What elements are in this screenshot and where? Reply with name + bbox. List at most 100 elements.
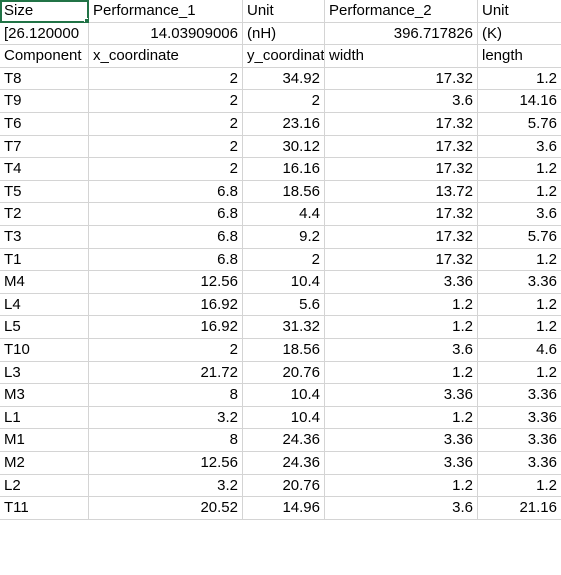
table-cell[interactable]: 3.36 xyxy=(325,452,478,475)
table-cell[interactable]: 3.36 xyxy=(325,384,478,407)
table-cell[interactable]: 5.76 xyxy=(478,113,561,136)
table-cell[interactable]: 20.52 xyxy=(89,497,243,520)
table-cell[interactable]: 3.6 xyxy=(325,339,478,362)
table-cell[interactable]: 30.12 xyxy=(243,135,325,159)
table-cell[interactable]: 24.36 xyxy=(243,429,325,452)
table-cell[interactable]: M3 xyxy=(0,384,89,407)
table-cell[interactable]: length xyxy=(478,45,561,68)
table-cell[interactable]: 2 xyxy=(89,135,243,159)
table-cell[interactable]: 1.2 xyxy=(478,158,561,181)
table-cell[interactable]: 6.8 xyxy=(89,180,243,204)
table-cell[interactable]: T6 xyxy=(0,113,89,136)
table-cell[interactable]: 10.4 xyxy=(243,406,325,430)
table-cell[interactable]: 3.36 xyxy=(325,429,478,452)
table-cell[interactable]: 2 xyxy=(89,339,243,362)
table-cell[interactable]: (K) xyxy=(478,23,561,46)
table-cell[interactable]: 17.32 xyxy=(325,203,478,226)
table-cell[interactable]: x_coordinate xyxy=(89,45,243,68)
table-cell[interactable]: 16.16 xyxy=(243,158,325,181)
table-cell[interactable]: 2 xyxy=(89,113,243,136)
table-cell[interactable]: 9.2 xyxy=(243,226,325,249)
table-cell[interactable]: T2 xyxy=(0,203,89,226)
table-cell[interactable]: 3.36 xyxy=(478,271,561,294)
table-cell[interactable]: 17.32 xyxy=(325,226,478,249)
table-cell[interactable]: 3.36 xyxy=(325,271,478,294)
table-cell[interactable]: 17.32 xyxy=(325,158,478,181)
table-cell[interactable]: 17.32 xyxy=(325,248,478,272)
table-cell[interactable]: 1.2 xyxy=(478,181,561,204)
table-cell[interactable]: 17.32 xyxy=(325,67,478,91)
table-cell[interactable]: 12.56 xyxy=(89,271,243,294)
table-cell[interactable]: L3 xyxy=(0,361,89,385)
table-cell[interactable]: T10 xyxy=(0,339,89,362)
table-cell[interactable]: 16.92 xyxy=(89,316,243,339)
table-cell[interactable]: L5 xyxy=(0,316,89,339)
table-cell[interactable]: T5 xyxy=(0,180,89,204)
table-cell[interactable]: 17.32 xyxy=(325,135,478,159)
table-cell[interactable]: 3.6 xyxy=(478,136,561,159)
table-cell[interactable]: 1.2 xyxy=(478,316,561,339)
table-cell[interactable]: 24.36 xyxy=(243,452,325,475)
table-cell[interactable]: 1.2 xyxy=(478,68,561,91)
table-cell[interactable]: T11 xyxy=(0,497,89,520)
table-cell[interactable]: M4 xyxy=(0,271,89,294)
table-cell[interactable]: [26.120000 xyxy=(0,22,89,46)
table-cell[interactable]: 1.2 xyxy=(325,474,478,498)
table-cell[interactable]: 10.4 xyxy=(243,384,325,407)
table-cell[interactable]: y_coordinate xyxy=(243,45,325,68)
table-cell[interactable]: 18.56 xyxy=(243,180,325,204)
table-cell[interactable]: 5.76 xyxy=(478,226,561,249)
table-cell[interactable]: 21.72 xyxy=(89,361,243,385)
table-cell[interactable]: Performance_1 xyxy=(89,0,243,23)
table-cell[interactable]: 2 xyxy=(89,90,243,113)
table-cell[interactable]: 6.8 xyxy=(89,203,243,226)
table-cell[interactable]: 8 xyxy=(89,384,243,407)
table-cell[interactable]: M1 xyxy=(0,429,89,452)
table-cell[interactable]: 1.2 xyxy=(478,249,561,272)
table-cell[interactable]: 21.16 xyxy=(478,497,561,520)
table-cell[interactable]: 23.16 xyxy=(243,113,325,136)
table-cell[interactable]: 3.2 xyxy=(89,406,243,430)
table-cell[interactable]: T8 xyxy=(0,67,89,91)
table-cell[interactable]: T1 xyxy=(0,248,89,272)
table-cell[interactable]: 2 xyxy=(89,158,243,181)
table-cell[interactable]: T9 xyxy=(0,90,89,113)
table-cell[interactable]: 14.03909006 xyxy=(89,22,243,46)
table-cell[interactable]: 17.32 xyxy=(325,113,478,136)
table-cell[interactable]: 3.6 xyxy=(325,90,478,113)
table-cell[interactable]: 2 xyxy=(243,248,325,272)
table-cell[interactable]: 12.56 xyxy=(89,452,243,475)
table-cell[interactable]: Performance_2 xyxy=(325,0,478,23)
table-cell[interactable]: Component xyxy=(0,45,89,68)
table-cell[interactable]: (nH) xyxy=(243,22,325,46)
table-cell[interactable]: 6.8 xyxy=(89,248,243,272)
table-cell[interactable]: 16.92 xyxy=(89,293,243,317)
table-cell[interactable]: 2 xyxy=(243,90,325,113)
table-cell[interactable]: 2 xyxy=(89,67,243,91)
table-cell[interactable]: 1.2 xyxy=(478,475,561,498)
table-cell[interactable]: T7 xyxy=(0,135,89,159)
table-cell[interactable]: 6.8 xyxy=(89,226,243,249)
table-cell[interactable]: 31.32 xyxy=(243,316,325,339)
table-cell[interactable]: 3.2 xyxy=(89,474,243,498)
table-cell[interactable]: L4 xyxy=(0,293,89,317)
table-cell[interactable]: 14.16 xyxy=(478,90,561,113)
table-cell[interactable]: width xyxy=(325,45,478,68)
table-cell[interactable]: 396.717826 xyxy=(325,22,478,46)
table-cell[interactable]: 1.2 xyxy=(325,406,478,430)
table-cell[interactable]: 3.36 xyxy=(478,384,561,407)
table-cell[interactable]: T4 xyxy=(0,158,89,181)
table-cell[interactable]: 20.76 xyxy=(243,474,325,498)
table-cell[interactable]: 1.2 xyxy=(478,294,561,317)
table-cell[interactable]: 4.6 xyxy=(478,339,561,362)
table-cell[interactable]: 34.92 xyxy=(243,67,325,91)
table-cell[interactable]: T3 xyxy=(0,226,89,249)
table-cell[interactable]: 1.2 xyxy=(325,293,478,317)
table-cell[interactable]: 10.4 xyxy=(243,271,325,294)
table-cell[interactable]: 1.2 xyxy=(325,361,478,385)
table-cell[interactable]: 3.36 xyxy=(478,407,561,430)
table-cell[interactable]: 1.2 xyxy=(325,316,478,339)
table-cell[interactable]: Unit xyxy=(243,0,325,23)
table-cell[interactable]: 13.72 xyxy=(325,180,478,204)
table-cell[interactable]: 8 xyxy=(89,429,243,452)
